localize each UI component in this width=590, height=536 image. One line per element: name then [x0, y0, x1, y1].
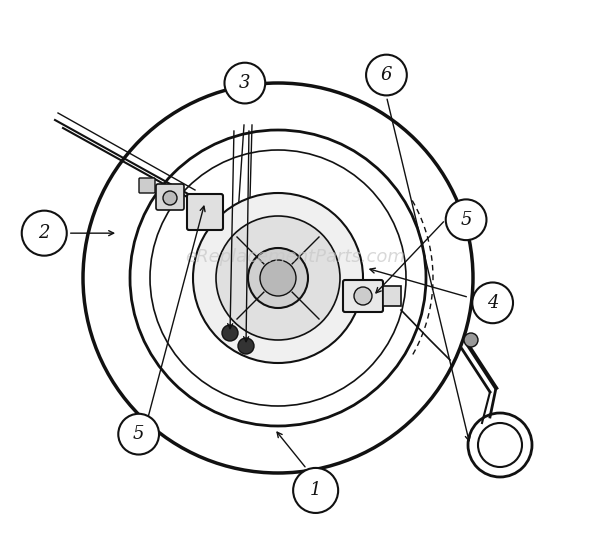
Text: 3: 3 — [239, 74, 251, 92]
Circle shape — [293, 468, 338, 513]
Text: eReplacementParts.com: eReplacementParts.com — [185, 248, 405, 266]
Circle shape — [248, 248, 308, 308]
Circle shape — [260, 260, 296, 296]
Circle shape — [238, 338, 254, 354]
Text: 4: 4 — [487, 294, 499, 312]
Circle shape — [445, 199, 487, 240]
Circle shape — [354, 287, 372, 305]
Text: 6: 6 — [381, 66, 392, 84]
Circle shape — [366, 55, 407, 95]
Circle shape — [478, 423, 522, 467]
Text: 5: 5 — [133, 425, 145, 443]
Circle shape — [22, 211, 67, 256]
FancyBboxPatch shape — [139, 178, 155, 193]
FancyBboxPatch shape — [156, 184, 184, 210]
Text: 5: 5 — [460, 211, 472, 229]
FancyBboxPatch shape — [383, 286, 401, 306]
Circle shape — [472, 282, 513, 323]
Circle shape — [163, 191, 177, 205]
Circle shape — [83, 83, 473, 473]
Circle shape — [464, 333, 478, 347]
Circle shape — [193, 193, 363, 363]
Circle shape — [216, 216, 340, 340]
FancyBboxPatch shape — [187, 194, 223, 230]
Text: 1: 1 — [310, 481, 322, 500]
Text: 2: 2 — [38, 224, 50, 242]
Circle shape — [222, 325, 238, 341]
FancyBboxPatch shape — [343, 280, 383, 312]
Circle shape — [118, 414, 159, 455]
Circle shape — [224, 63, 266, 103]
